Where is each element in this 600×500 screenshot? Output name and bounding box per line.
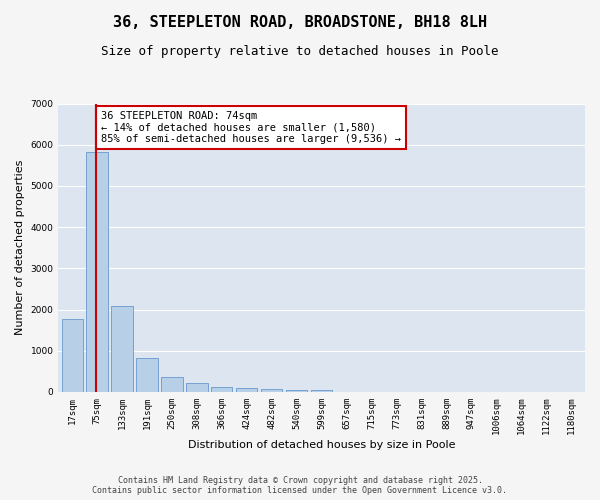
- X-axis label: Distribution of detached houses by size in Poole: Distribution of detached houses by size …: [188, 440, 455, 450]
- Bar: [112, 306, 133, 392]
- Bar: [286, 390, 307, 392]
- Bar: [261, 388, 283, 392]
- Bar: [161, 376, 182, 392]
- Bar: [311, 390, 332, 392]
- Text: Contains HM Land Registry data © Crown copyright and database right 2025.
Contai: Contains HM Land Registry data © Crown c…: [92, 476, 508, 495]
- Bar: [187, 382, 208, 392]
- Y-axis label: Number of detached properties: Number of detached properties: [15, 160, 25, 336]
- Bar: [236, 388, 257, 392]
- Text: Size of property relative to detached houses in Poole: Size of property relative to detached ho…: [101, 45, 499, 58]
- Bar: [211, 386, 232, 392]
- Bar: [136, 358, 158, 392]
- Text: 36, STEEPLETON ROAD, BROADSTONE, BH18 8LH: 36, STEEPLETON ROAD, BROADSTONE, BH18 8L…: [113, 15, 487, 30]
- Bar: [62, 318, 83, 392]
- Text: 36 STEEPLETON ROAD: 74sqm
← 14% of detached houses are smaller (1,580)
85% of se: 36 STEEPLETON ROAD: 74sqm ← 14% of detac…: [101, 111, 401, 144]
- Bar: [86, 152, 108, 392]
